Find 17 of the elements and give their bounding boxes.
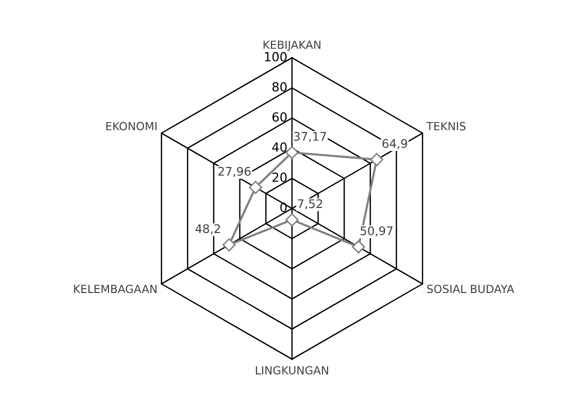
- spoke-label: KELEMBAGAAN: [74, 284, 156, 294]
- data-label: 37,17: [294, 132, 326, 142]
- spoke-label: LINGKUNGAN: [256, 366, 328, 374]
- y-tick-label: 20: [272, 172, 287, 182]
- spoke-label: KEBIJAKAN: [264, 40, 320, 52]
- data-label: 7,52: [298, 199, 322, 210]
- spoke-label: SOSIAL BUDAYA: [427, 284, 514, 294]
- y-tick-label: 80: [272, 82, 287, 92]
- data-label: 64,9: [382, 139, 408, 150]
- data-label: 50,97: [360, 226, 392, 236]
- data-label: 48,2: [195, 224, 220, 234]
- y-tick-label: 100: [264, 52, 287, 62]
- data-label: 27,96: [218, 166, 251, 177]
- y-tick-label: 60: [272, 112, 287, 122]
- spoke-label: TEKNIS: [426, 122, 466, 130]
- spoke-label: EKONOMI: [106, 122, 156, 130]
- y-tick-label: 40: [272, 142, 287, 152]
